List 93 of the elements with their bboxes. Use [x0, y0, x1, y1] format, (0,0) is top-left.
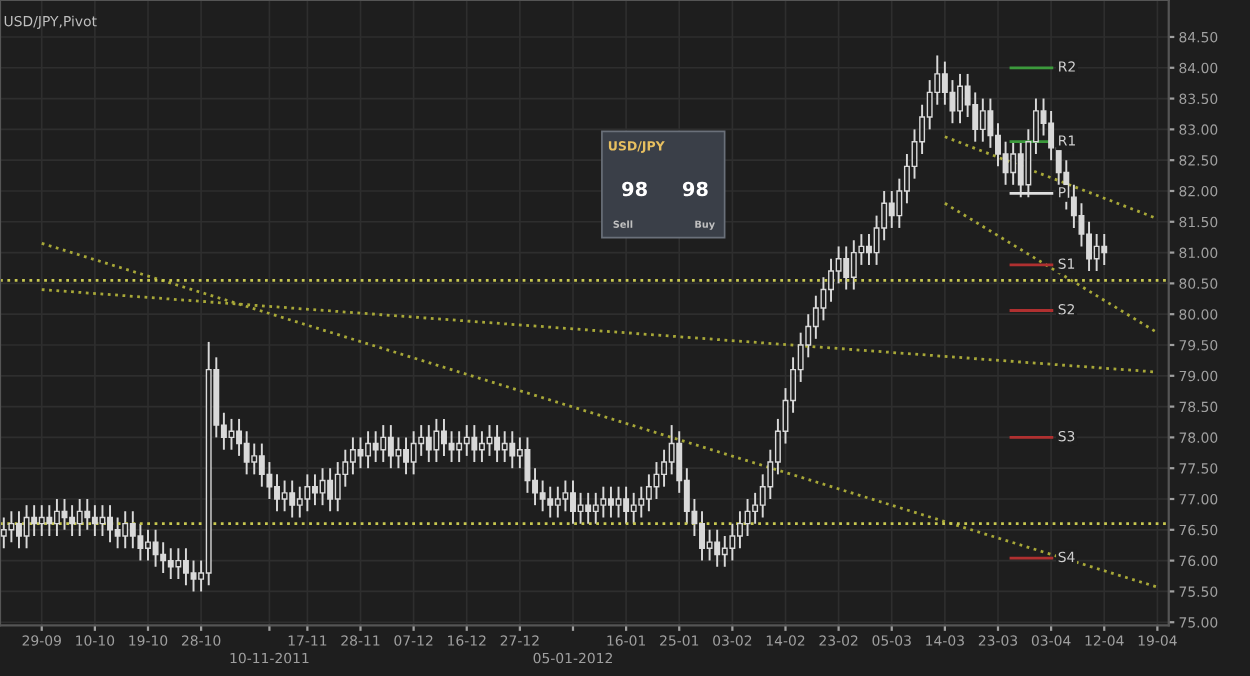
candlestick — [107, 504, 114, 544]
candlestick — [114, 516, 121, 550]
candlestick — [562, 479, 569, 513]
candlestick — [8, 510, 15, 544]
candlestick — [850, 239, 857, 291]
candlestick — [866, 233, 872, 266]
candlestick — [357, 436, 364, 470]
candlestick — [69, 504, 76, 537]
candlestick — [433, 417, 440, 464]
candlestick — [311, 473, 318, 507]
candlestick — [645, 473, 652, 513]
candlestick — [1048, 109, 1055, 162]
candlestick — [236, 417, 243, 457]
candlestick — [175, 547, 182, 581]
candlestick — [387, 424, 394, 470]
candlestick — [714, 528, 721, 568]
candlestick — [274, 473, 280, 513]
candlestick — [843, 245, 850, 291]
candlestick — [304, 473, 311, 513]
candlestick — [243, 430, 250, 476]
candlestick — [630, 491, 637, 525]
candlestick — [91, 504, 98, 537]
candlestick — [509, 430, 516, 470]
candlestick — [84, 498, 91, 531]
candlestick — [577, 491, 584, 525]
candlestick — [167, 547, 174, 581]
candlestick — [365, 430, 372, 470]
candlestick — [403, 436, 409, 476]
candlestick — [441, 417, 447, 457]
candlestick — [501, 430, 508, 464]
candlestick — [31, 504, 38, 537]
candlestick — [957, 72, 964, 125]
candlestick — [661, 448, 668, 488]
candlestick — [828, 257, 834, 303]
candlestick — [585, 491, 592, 525]
candlestick — [0, 516, 7, 550]
candlestick — [16, 510, 22, 550]
candlestick — [463, 424, 470, 457]
candlestick — [615, 485, 622, 519]
candlestick — [425, 424, 432, 464]
candlestick — [1010, 140, 1017, 186]
candlestick — [372, 430, 379, 464]
candlestick — [319, 467, 326, 507]
candlestick — [327, 467, 334, 513]
candlestick — [547, 485, 554, 519]
candlestick — [251, 442, 258, 476]
candlestick — [494, 424, 501, 464]
candlestick — [524, 436, 531, 494]
candlestick — [539, 479, 546, 513]
candlestick — [888, 190, 895, 229]
candlestick — [76, 498, 83, 537]
candlestick — [380, 424, 387, 464]
candlestick — [395, 436, 402, 470]
candlestick — [1002, 140, 1009, 186]
annotation: 98 — [622, 181, 647, 197]
candlestick — [979, 97, 986, 143]
candlestick — [729, 522, 736, 562]
candlestick — [706, 528, 713, 562]
annotation: 98 — [682, 181, 708, 197]
candlestick — [349, 436, 356, 476]
candlestick — [570, 479, 576, 525]
candlestick — [23, 504, 30, 550]
candlestick — [289, 479, 296, 519]
candlestick — [607, 485, 614, 519]
candlestick — [456, 430, 463, 464]
candlestick — [53, 498, 60, 537]
candlestick — [478, 430, 485, 464]
candlestick — [46, 504, 53, 537]
candlestick — [1086, 220, 1093, 273]
candlestick — [471, 424, 478, 464]
candlestick — [744, 498, 751, 537]
candlestick — [152, 528, 159, 568]
candlestick — [623, 485, 630, 525]
candlestick — [668, 424, 675, 476]
candlestick — [410, 430, 417, 476]
candlestick — [554, 485, 561, 519]
candlestick — [638, 485, 645, 519]
candlestick — [1093, 233, 1100, 273]
candlestick — [145, 528, 151, 562]
candlestick — [281, 479, 288, 513]
candlestick — [38, 504, 45, 537]
candlestick — [448, 430, 455, 464]
candlestick — [600, 485, 607, 519]
candlestick — [1101, 233, 1108, 266]
candlestick — [699, 510, 705, 562]
candlestick — [122, 510, 129, 550]
candlestick — [736, 510, 743, 550]
candlestick — [835, 245, 842, 285]
candlestick — [987, 97, 994, 149]
candlestick — [99, 504, 106, 537]
candlestick — [190, 559, 197, 593]
candlestick — [592, 491, 599, 525]
candlestick — [182, 547, 189, 587]
